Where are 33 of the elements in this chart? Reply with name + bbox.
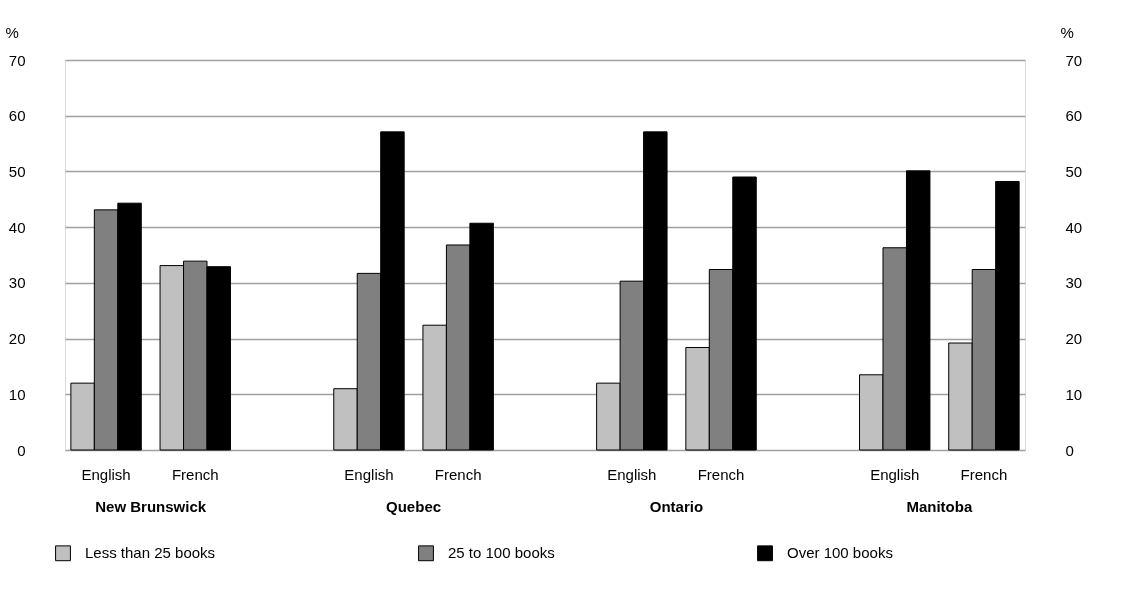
y-tick-label: 0 (17, 441, 26, 459)
y2-axis-title: % (1060, 23, 1074, 41)
y2-tick-label: 30 (1065, 274, 1083, 292)
legend-label: 25 to 100 books (448, 544, 555, 562)
y-axis-title: % (5, 23, 19, 41)
text: Manitoba (906, 498, 973, 515)
y2-tick-label: 0 (1065, 441, 1074, 459)
y2-tick-label: 70 (1065, 51, 1083, 69)
x-tick-label: French (697, 466, 745, 483)
x-tick-label: English (344, 466, 394, 483)
y-tick-label: 30 (8, 274, 26, 292)
text: New Brunswick (95, 498, 207, 515)
y2-tick-label: 60 (1065, 107, 1083, 125)
text: Ontario (649, 498, 704, 515)
y2-tick-label: 20 (1065, 330, 1083, 348)
legend-label: Less than 25 books (85, 544, 216, 562)
y2-tick-label: 40 (1065, 218, 1083, 236)
legend-label: Over 100 books (787, 544, 893, 562)
text: Quebec (386, 498, 442, 515)
y-tick-label: 50 (8, 162, 26, 180)
x-tick-label: English (81, 466, 131, 483)
y2-tick-label: 50 (1065, 162, 1083, 180)
y-tick-label: 10 (8, 385, 26, 403)
x-tick-label: French (960, 466, 1008, 483)
y2-tick-label: 10 (1065, 385, 1083, 403)
y-tick-label: 70 (8, 51, 26, 69)
x-tick-label: French (171, 466, 219, 483)
x-tick-label: French (434, 466, 482, 483)
y-tick-label: 40 (8, 218, 26, 236)
x-tick-label: English (870, 466, 920, 483)
y-tick-label: 20 (8, 330, 26, 348)
y-tick-label: 60 (8, 107, 26, 125)
x-tick-label: English (607, 466, 657, 483)
